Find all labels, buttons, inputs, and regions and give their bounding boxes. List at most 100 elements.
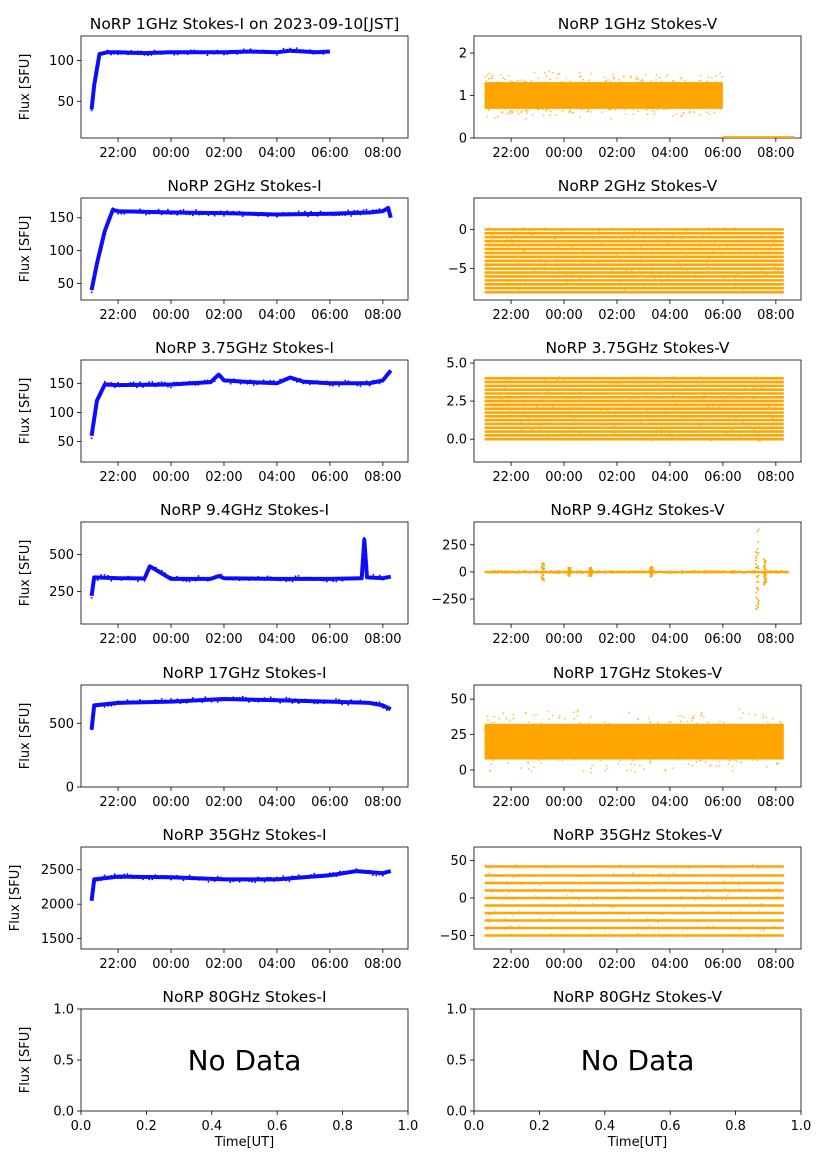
data-point bbox=[702, 100, 704, 103]
data-point bbox=[576, 751, 579, 754]
data-point bbox=[598, 261, 600, 264]
data-point bbox=[548, 881, 550, 883]
data-point bbox=[238, 696, 241, 699]
data-point bbox=[185, 580, 188, 582]
data-point bbox=[486, 740, 489, 743]
data-point bbox=[707, 418, 709, 421]
data-point bbox=[511, 110, 514, 113]
data-point bbox=[569, 110, 572, 113]
data-point bbox=[520, 767, 523, 770]
data-point bbox=[506, 238, 509, 241]
data-point bbox=[748, 748, 751, 751]
data-point bbox=[776, 754, 778, 756]
data-point bbox=[636, 731, 638, 733]
data-point bbox=[484, 742, 487, 744]
data-point bbox=[601, 87, 603, 89]
y-axis-label: Flux [SFU] bbox=[18, 703, 33, 770]
data-point bbox=[593, 94, 596, 97]
data-point bbox=[498, 409, 500, 411]
x-tick-label: 06:00 bbox=[704, 146, 741, 161]
data-point bbox=[610, 755, 612, 758]
data-point bbox=[533, 71, 536, 74]
data-point bbox=[571, 246, 573, 249]
data-point bbox=[753, 570, 755, 573]
data-point bbox=[697, 99, 700, 101]
data-point bbox=[484, 864, 487, 866]
data-point bbox=[183, 51, 186, 53]
data-point bbox=[504, 928, 507, 931]
data-point bbox=[671, 436, 673, 438]
data-point bbox=[571, 84, 574, 87]
data-point bbox=[750, 733, 753, 735]
data-point bbox=[325, 51, 328, 54]
data-point bbox=[378, 382, 381, 385]
data-point bbox=[699, 424, 702, 427]
data-point bbox=[517, 112, 520, 115]
data-point bbox=[605, 764, 608, 767]
data-point bbox=[542, 571, 544, 574]
data-point bbox=[179, 877, 182, 879]
data-point bbox=[777, 891, 780, 894]
data-point bbox=[522, 101, 525, 103]
data-point bbox=[672, 377, 674, 379]
data-point bbox=[702, 234, 704, 236]
data-point bbox=[580, 726, 582, 729]
data-point bbox=[499, 101, 502, 103]
data-point bbox=[282, 47, 285, 50]
data-point bbox=[512, 899, 515, 901]
data-point bbox=[356, 209, 359, 212]
data-point bbox=[288, 697, 291, 700]
data-point bbox=[517, 267, 520, 269]
data-point bbox=[607, 252, 610, 255]
data-point bbox=[494, 405, 497, 408]
data-point bbox=[588, 94, 591, 97]
data-point bbox=[385, 709, 388, 711]
data-point bbox=[194, 579, 197, 582]
data-point bbox=[684, 934, 686, 937]
data-point bbox=[659, 99, 662, 102]
data-point bbox=[347, 209, 350, 212]
data-point bbox=[196, 50, 199, 53]
data-point bbox=[625, 743, 628, 746]
data-point bbox=[645, 103, 648, 106]
data-point bbox=[593, 276, 595, 278]
data-point bbox=[723, 753, 726, 755]
data-point bbox=[654, 105, 657, 108]
data-point bbox=[279, 579, 281, 582]
data-point bbox=[662, 734, 665, 737]
data-point bbox=[706, 80, 708, 83]
data-point bbox=[590, 574, 593, 577]
data-point bbox=[690, 719, 693, 722]
data-point bbox=[530, 96, 533, 99]
data-point bbox=[499, 405, 502, 408]
data-point bbox=[625, 98, 628, 100]
data-point bbox=[487, 103, 490, 106]
data-point bbox=[585, 383, 587, 386]
data-point bbox=[129, 382, 132, 384]
data-point bbox=[675, 757, 678, 759]
data-point bbox=[741, 727, 744, 730]
data-point bbox=[532, 234, 534, 236]
data-point bbox=[338, 698, 340, 701]
data-point bbox=[500, 431, 502, 434]
data-point bbox=[655, 82, 658, 85]
data-point bbox=[718, 911, 721, 913]
data-point bbox=[179, 384, 182, 387]
panel-title: NoRP 3.75GHz Stokes-I bbox=[155, 339, 334, 357]
data-point bbox=[93, 417, 96, 419]
data-point bbox=[546, 755, 549, 757]
data-point bbox=[710, 753, 713, 756]
data-point bbox=[599, 285, 601, 288]
data-point bbox=[639, 764, 641, 767]
data-point bbox=[554, 237, 556, 240]
data-point bbox=[519, 913, 522, 916]
data-point bbox=[338, 385, 340, 387]
data-point bbox=[568, 749, 570, 752]
data-point bbox=[721, 750, 724, 753]
data-point bbox=[614, 747, 617, 750]
data-point bbox=[252, 51, 255, 54]
data-point bbox=[540, 722, 543, 724]
data-point bbox=[362, 381, 365, 384]
panel-p1i: NoRP 1GHz Stokes-I on 2023-09-10[JST]Flu… bbox=[18, 15, 409, 161]
data-point bbox=[543, 565, 545, 567]
